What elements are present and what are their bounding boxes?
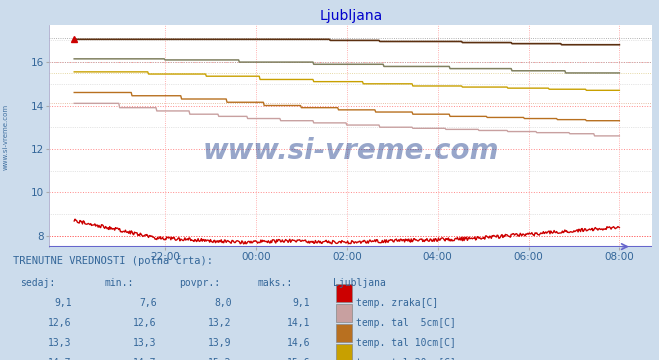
Text: 13,3: 13,3 (133, 338, 157, 348)
Text: povpr.:: povpr.: (179, 278, 221, 288)
Text: temp. tal  5cm[C]: temp. tal 5cm[C] (356, 318, 455, 328)
Bar (336, 344, 353, 360)
Text: www.si-vreme.com: www.si-vreme.com (203, 138, 499, 165)
Text: 15,6: 15,6 (287, 359, 310, 360)
Text: sedaj:: sedaj: (20, 278, 55, 288)
Text: 9,1: 9,1 (54, 298, 72, 309)
Text: 12,6: 12,6 (48, 318, 72, 328)
Text: 15,2: 15,2 (208, 359, 232, 360)
Text: TRENUTNE VREDNOSTI (polna črta):: TRENUTNE VREDNOSTI (polna črta): (13, 255, 213, 266)
Text: maks.:: maks.: (258, 278, 293, 288)
Text: 8,0: 8,0 (214, 298, 232, 309)
Text: 12,6: 12,6 (133, 318, 157, 328)
Text: 14,6: 14,6 (287, 338, 310, 348)
Text: min.:: min.: (104, 278, 134, 288)
Text: 7,6: 7,6 (139, 298, 157, 309)
Text: temp. tal 10cm[C]: temp. tal 10cm[C] (356, 338, 455, 348)
Text: 14,7: 14,7 (48, 359, 72, 360)
Text: 13,2: 13,2 (208, 318, 232, 328)
Bar (336, 305, 353, 322)
Text: www.si-vreme.com: www.si-vreme.com (2, 104, 9, 170)
Text: 13,9: 13,9 (208, 338, 232, 348)
Text: 14,7: 14,7 (133, 359, 157, 360)
Text: 14,1: 14,1 (287, 318, 310, 328)
Text: 13,3: 13,3 (48, 338, 72, 348)
Text: Ljubljana: Ljubljana (333, 278, 386, 288)
Bar (336, 284, 353, 302)
Bar (336, 324, 353, 342)
Text: 9,1: 9,1 (293, 298, 310, 309)
Text: temp. tal 20cm[C]: temp. tal 20cm[C] (356, 359, 455, 360)
Title: Ljubljana: Ljubljana (320, 9, 382, 23)
Text: temp. zraka[C]: temp. zraka[C] (356, 298, 438, 309)
